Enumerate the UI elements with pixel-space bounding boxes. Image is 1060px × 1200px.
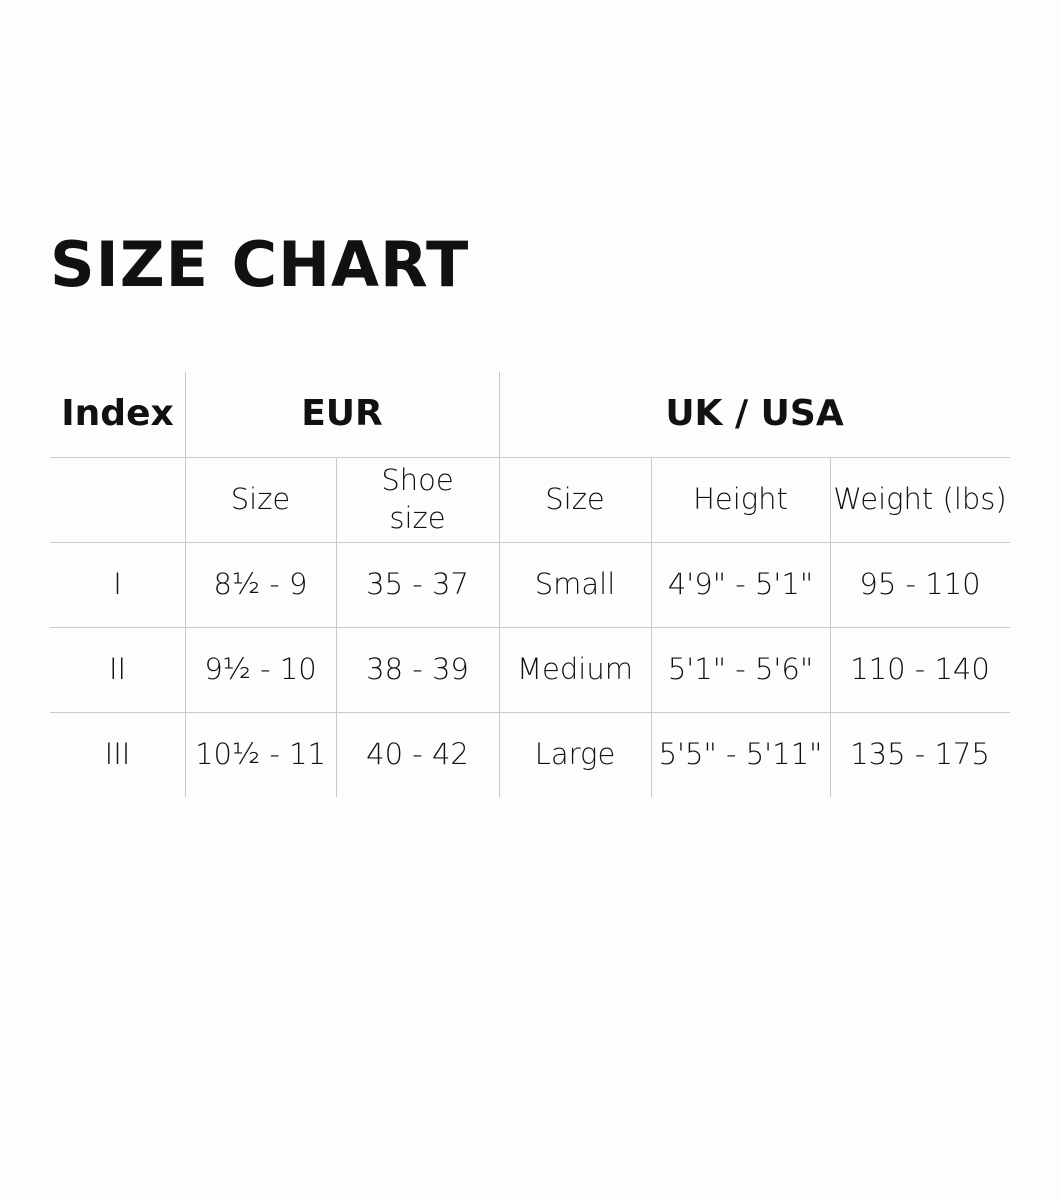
table-cell: 40 - 42	[366, 736, 469, 771]
row-divider	[50, 457, 1010, 458]
column-divider	[830, 457, 831, 797]
table-cell: 95 - 110	[859, 566, 981, 601]
column-divider	[499, 372, 500, 797]
table-cell: 38 - 39	[366, 651, 469, 686]
column-divider	[651, 457, 652, 797]
group-header: Index	[61, 393, 174, 435]
column-header: Size	[545, 481, 605, 516]
page-title: SIZE CHART	[50, 228, 470, 301]
table-cell: Small	[534, 566, 616, 601]
table-cell: Large	[534, 736, 616, 771]
table-cell: 8½ - 9	[213, 566, 308, 601]
table-cell: 5'1" - 5'6"	[667, 651, 814, 686]
group-header: EUR	[301, 393, 383, 435]
column-header: Weight (lbs)	[833, 481, 1007, 516]
column-header: Shoe size	[381, 462, 454, 535]
table-cell: III	[104, 736, 131, 771]
column-header: Size	[230, 481, 291, 516]
table-cell: 110 - 140	[850, 651, 990, 686]
table-cell: 10½ - 11	[195, 736, 326, 771]
column-divider	[185, 372, 186, 797]
table-cell: 135 - 175	[850, 736, 990, 771]
row-divider	[50, 627, 1010, 628]
table-cell: 4'9" - 5'1"	[667, 566, 814, 601]
table-cell: 35 - 37	[366, 566, 469, 601]
table-cell: 5'5" - 5'11"	[658, 736, 823, 771]
row-divider	[50, 712, 1010, 713]
column-header	[50, 457, 185, 542]
table-cell: Medium	[517, 651, 633, 686]
column-header: Height	[693, 481, 788, 516]
column-divider	[336, 457, 337, 797]
size-chart-table: Index EUR UK / USA Size Shoe size Size Height W…	[50, 372, 1010, 797]
table-cell: 9½ - 10	[204, 651, 317, 686]
table-cell: II	[108, 651, 127, 686]
row-divider	[50, 542, 1010, 543]
group-header: UK / USA	[665, 393, 844, 435]
table-cell: I	[113, 566, 122, 601]
